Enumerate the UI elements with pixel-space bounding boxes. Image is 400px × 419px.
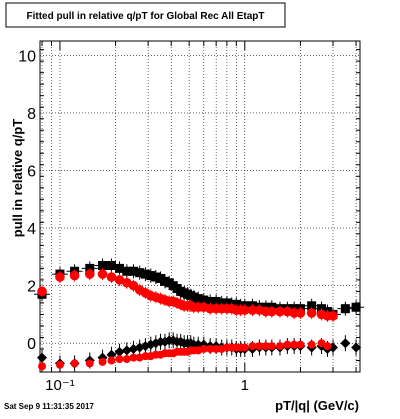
data-point bbox=[107, 356, 116, 365]
data-point bbox=[351, 342, 362, 353]
data-point bbox=[240, 343, 249, 352]
data-point bbox=[121, 345, 132, 356]
plot-frame bbox=[39, 40, 361, 373]
data-point bbox=[151, 272, 161, 282]
data-point bbox=[211, 296, 221, 306]
data-point bbox=[97, 269, 108, 279]
data-point bbox=[290, 340, 299, 349]
y-axis-label: pull in relative q/pT bbox=[10, 119, 25, 238]
y-tick-label: 6 bbox=[27, 164, 36, 181]
data-point bbox=[261, 342, 270, 351]
data-point bbox=[306, 308, 317, 318]
data-point bbox=[255, 342, 264, 351]
data-point bbox=[98, 357, 107, 366]
x-tick-label: 10⁻¹ bbox=[45, 377, 75, 394]
data-point bbox=[114, 346, 125, 357]
data-point bbox=[206, 344, 215, 353]
data-point bbox=[212, 344, 221, 353]
data-point bbox=[135, 268, 145, 278]
data-point bbox=[193, 294, 203, 304]
title-box bbox=[5, 2, 286, 28]
data-point bbox=[267, 306, 277, 317]
data-point bbox=[283, 340, 292, 349]
data-point bbox=[115, 263, 125, 273]
data-point bbox=[129, 266, 139, 276]
data-point bbox=[114, 275, 125, 285]
data-point bbox=[106, 272, 117, 282]
data-point bbox=[295, 308, 306, 318]
y-tick-label: 10 bbox=[18, 48, 36, 65]
data-point bbox=[267, 342, 276, 351]
data-point bbox=[106, 261, 116, 271]
series-group bbox=[38, 339, 332, 371]
data-point bbox=[199, 344, 208, 353]
y-tick-label: 4 bbox=[27, 221, 36, 238]
data-point bbox=[129, 353, 138, 362]
y-tick-label: 8 bbox=[27, 106, 36, 123]
data-point bbox=[296, 340, 305, 349]
axis-layer: 0 2 4 6 8 10 10⁻¹ 1 bbox=[18, 41, 360, 394]
data-point bbox=[84, 269, 95, 279]
x-axis-label: pT/|q| (GeV/c) bbox=[275, 398, 359, 413]
chart-title: Fitted pull in relative q/pT for Global … bbox=[27, 11, 265, 22]
data-point bbox=[247, 305, 258, 315]
data-point bbox=[38, 362, 47, 371]
data-point bbox=[323, 342, 332, 351]
x-tick-label: 1 bbox=[241, 377, 249, 394]
data-point bbox=[85, 359, 94, 368]
y-tick-label: 0 bbox=[27, 336, 36, 353]
data-point bbox=[115, 355, 124, 364]
data-point bbox=[351, 302, 361, 312]
timestamp: Sat Sep 9 11:31:35 2017 bbox=[4, 402, 94, 411]
data-point bbox=[70, 359, 79, 368]
data-point bbox=[69, 270, 80, 281]
data-point bbox=[98, 261, 108, 271]
data-point bbox=[55, 360, 64, 369]
data-point bbox=[199, 295, 209, 305]
data-point bbox=[106, 349, 117, 360]
data-point bbox=[248, 342, 257, 351]
data-point bbox=[122, 355, 131, 364]
data-point bbox=[275, 306, 285, 317]
data-point bbox=[239, 305, 250, 315]
data-point bbox=[307, 340, 316, 349]
data-point bbox=[37, 286, 47, 297]
series-group bbox=[37, 268, 338, 322]
data-point bbox=[37, 352, 48, 363]
data-point bbox=[328, 311, 338, 321]
data-point bbox=[307, 301, 317, 311]
data-point bbox=[55, 272, 65, 282]
data-point bbox=[146, 271, 156, 281]
data-point bbox=[317, 339, 326, 348]
data-point bbox=[140, 269, 150, 279]
data-point bbox=[340, 304, 350, 314]
data-layer bbox=[34, 258, 365, 372]
data-point bbox=[275, 342, 284, 351]
y-tick-label: 2 bbox=[27, 279, 36, 296]
data-point bbox=[340, 338, 351, 349]
